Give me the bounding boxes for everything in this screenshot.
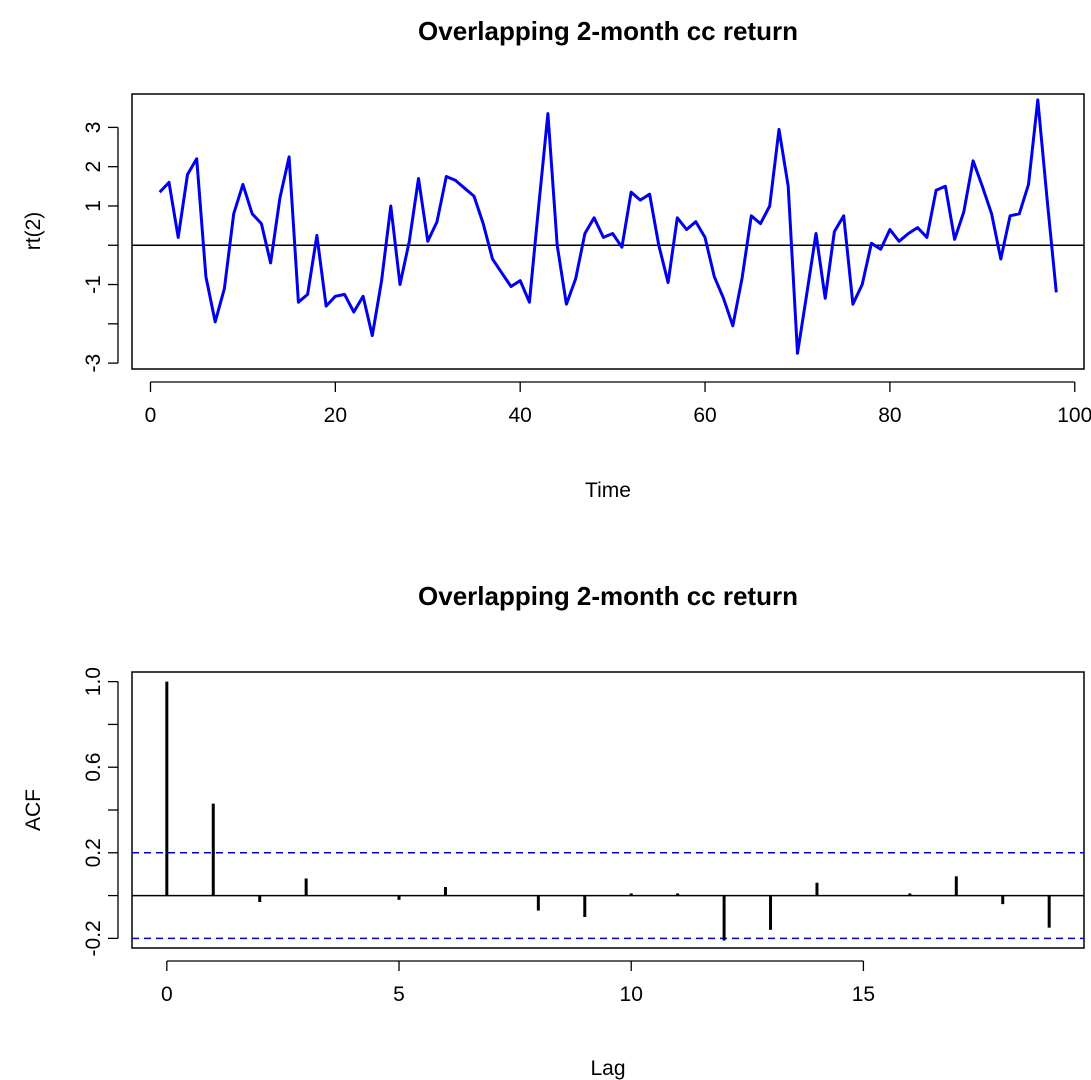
acf-y-axis: -0.2 0.2 0.6 1.0 [82, 667, 119, 956]
acf-x-tick-label: 10 [620, 983, 643, 1006]
acf-y-tick-label: 0.6 [82, 753, 105, 782]
acf-plot-frame [131, 671, 1085, 949]
acf-title: Overlapping 2-month cc return [418, 581, 798, 611]
timeseries-x-tick-label: 0 [145, 404, 157, 427]
acf-y-label: ACF [22, 789, 45, 831]
acf-bars-group [132, 681, 1084, 941]
acf-x-axis: 0 5 10 15 [161, 960, 875, 1006]
acf-y-tick-label: -0.2 [82, 920, 105, 956]
timeseries-plot-frame [131, 93, 1085, 370]
timeseries-x-tick-label: 100 [1057, 404, 1091, 427]
timeseries-x-axis: 0 20 40 60 80 100 [145, 381, 1091, 427]
timeseries-y-tick-label: -1 [82, 275, 105, 294]
timeseries-y-axis: -3 -1 1 2 3 [82, 122, 119, 373]
acf-x-tick-label: 0 [161, 983, 173, 1006]
timeseries-line-group [158, 98, 1058, 355]
timeseries-x-label: Time [585, 479, 631, 502]
acf-confidence-band-group [132, 852, 1084, 940]
timeseries-y-tick-label: 1 [82, 200, 105, 212]
timeseries-y-label: rt(2) [22, 212, 45, 251]
timeseries-title: Overlapping 2-month cc return [418, 16, 798, 46]
timeseries-x-tick-label: 60 [693, 404, 716, 427]
timeseries-x-tick-label: 40 [509, 404, 532, 427]
acf-x-tick-label: 5 [393, 983, 405, 1006]
timeseries-y-tick-label: 2 [82, 161, 105, 173]
acf-x-tick-label: 15 [852, 983, 875, 1006]
acf-y-tick-label: 0.2 [82, 838, 105, 867]
acf-panel: Overlapping 2-month cc return 0 5 10 15 -0.… [22, 581, 1085, 1080]
timeseries-x-tick-label: 20 [324, 404, 347, 427]
timeseries-panel: Overlapping 2-month cc return 0 20 40 60 80 1… [22, 16, 1091, 502]
timeseries-line [158, 98, 1058, 355]
timeseries-y-tick-label: 3 [82, 122, 105, 134]
timeseries-x-tick-label: 80 [878, 404, 901, 427]
timeseries-y-tick-label: -3 [82, 354, 105, 373]
acf-y-tick-label: 1.0 [82, 667, 105, 696]
acf-x-label: Lag [590, 1057, 625, 1080]
